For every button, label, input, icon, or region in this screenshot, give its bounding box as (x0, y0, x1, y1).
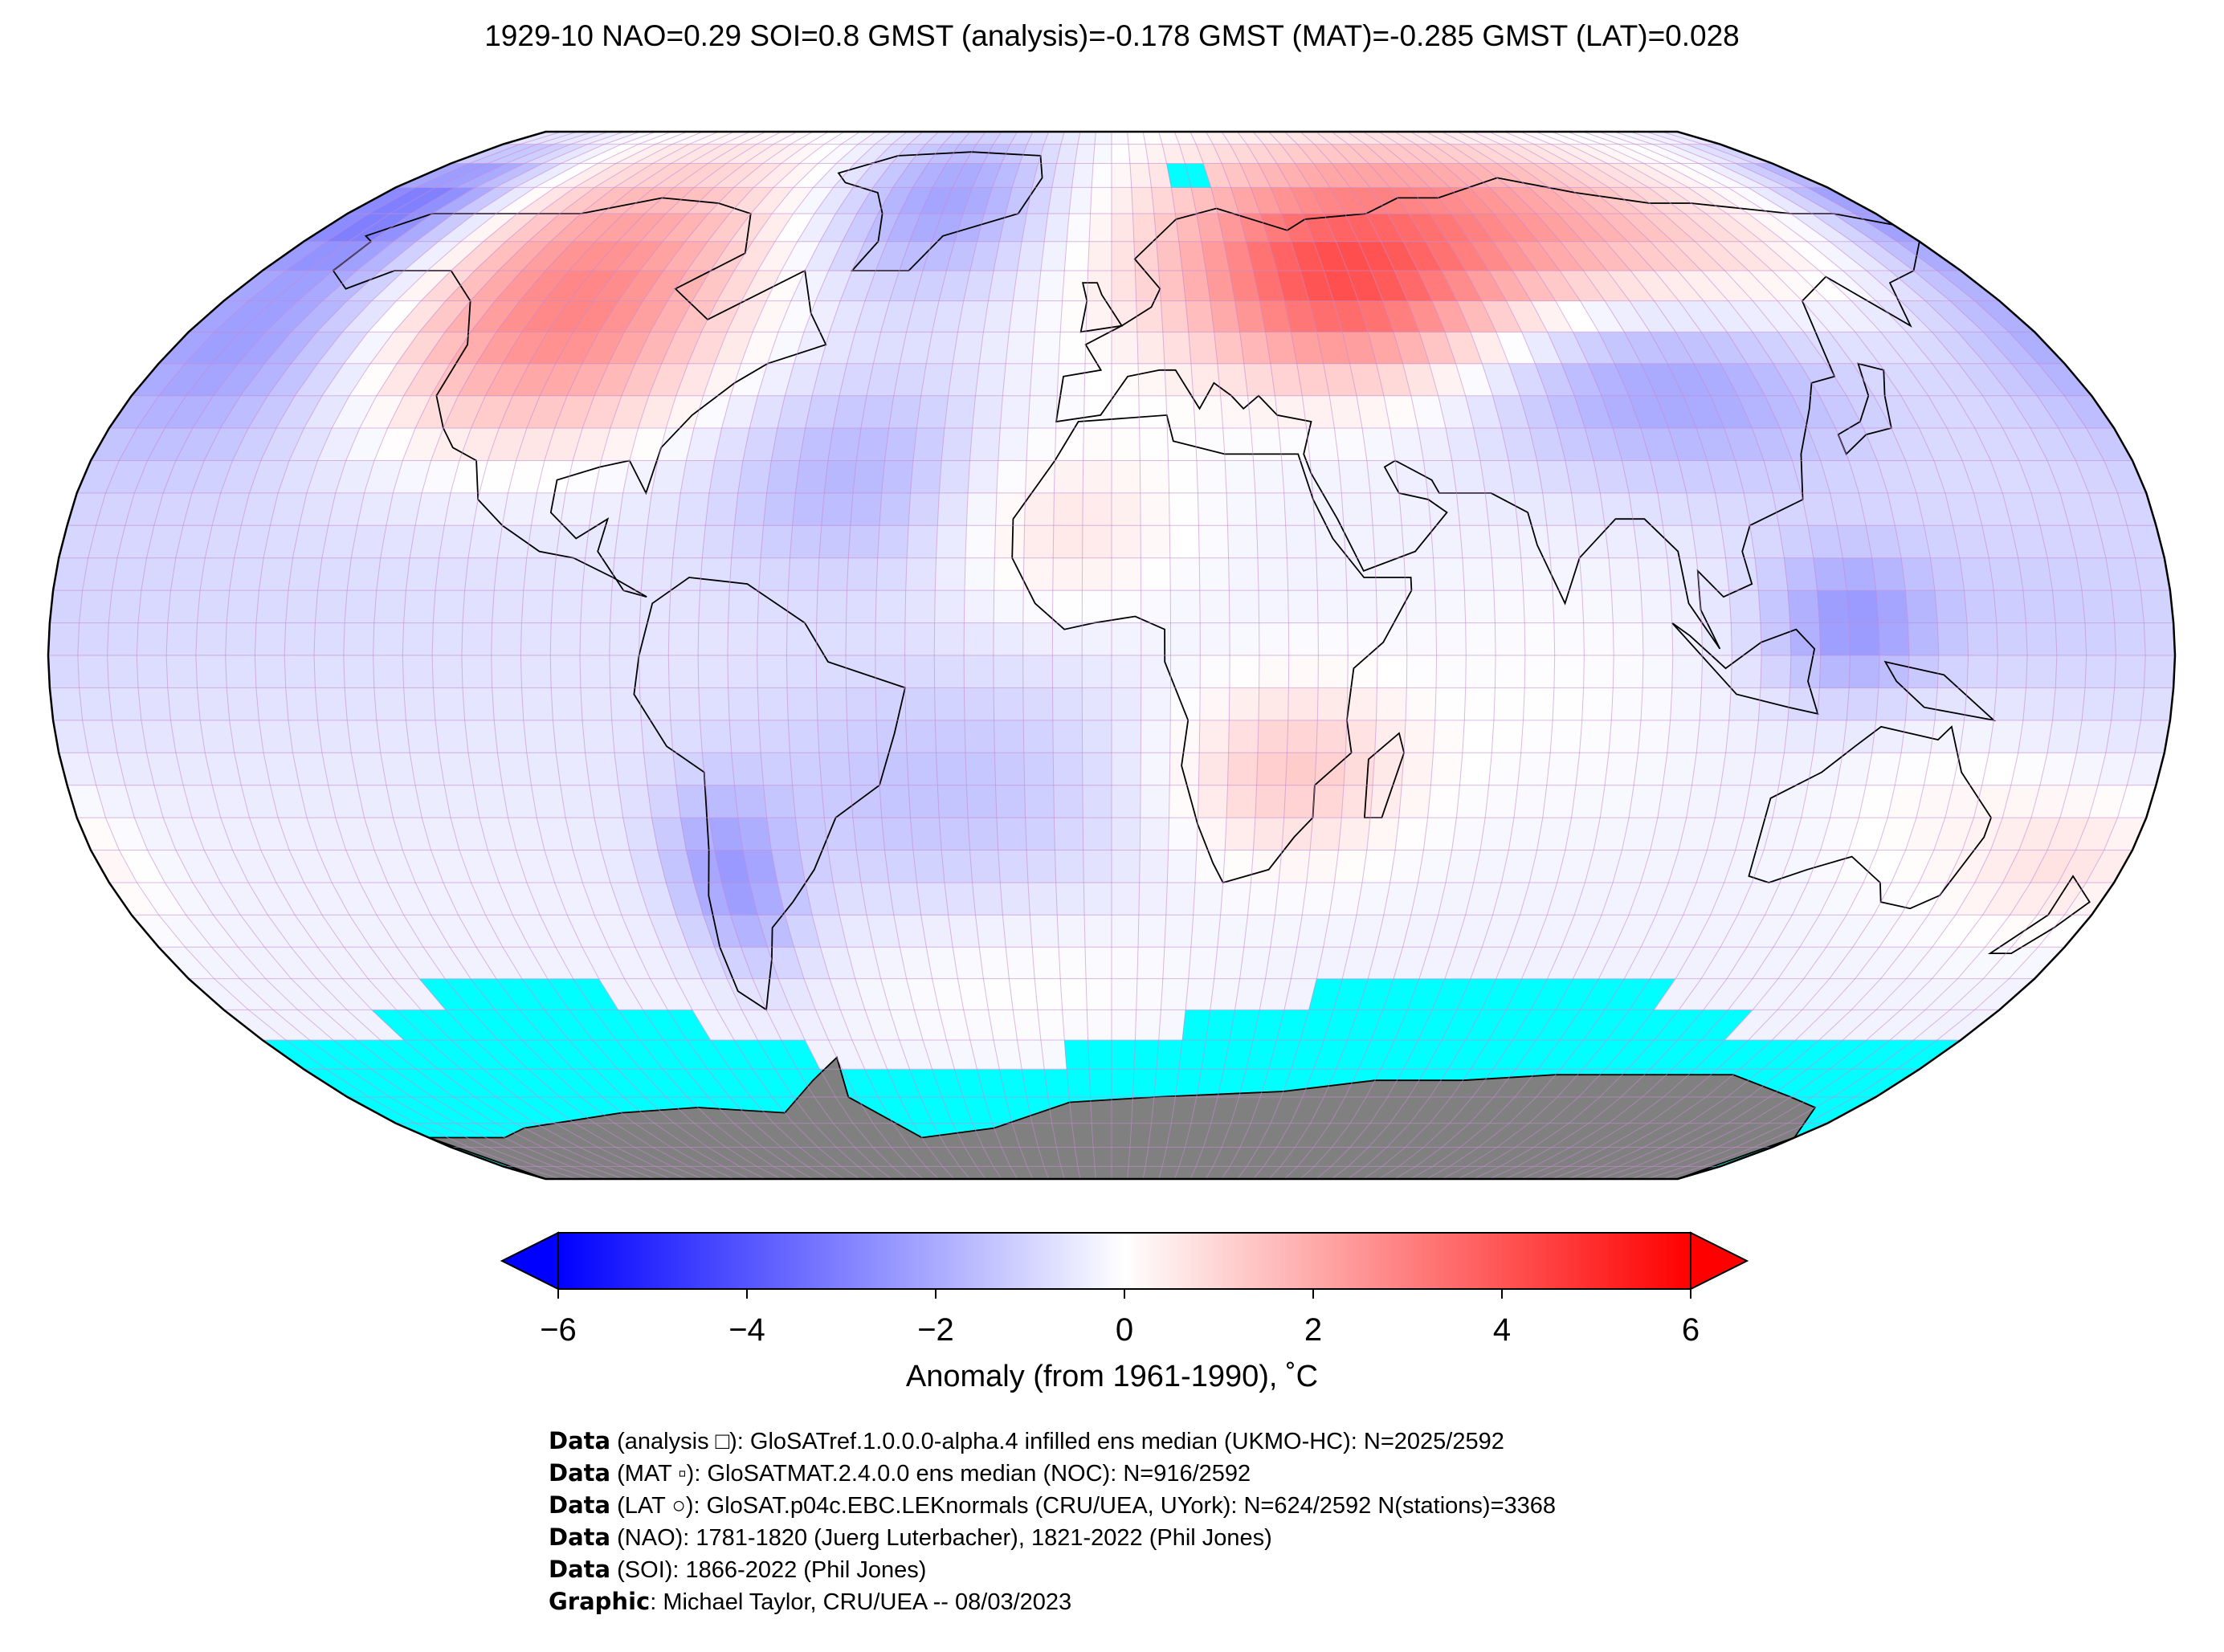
colorbar-tick-label: 6 (1681, 1312, 1700, 1348)
credit-line: Data (MAT ▫): GloSATMAT.2.4.0.0 ens medi… (549, 1458, 1556, 1490)
credit-line-key: Data (549, 1427, 611, 1454)
colorbar-tick-label: 4 (1492, 1312, 1512, 1348)
colorbar-tick-label: 2 (1304, 1312, 1323, 1348)
data-credits: Data (analysis □): GloSATref.1.0.0.0-alp… (549, 1426, 1556, 1618)
colorbar-tick-label: −2 (917, 1312, 954, 1348)
colorbar-ticks (557, 1289, 1691, 1299)
colorbar-tick-label: −4 (728, 1312, 765, 1348)
credit-line: Data (analysis □): GloSATref.1.0.0.0-alp… (549, 1426, 1556, 1458)
credit-line-text: (NAO): 1781-1820 (Juerg Luterbacher), 18… (610, 1525, 1272, 1551)
credit-line-text: (MAT ▫): GloSATMAT.2.4.0.0 ens median (N… (610, 1461, 1251, 1487)
credit-line: Graphic: Michael Taylor, CRU/UEA -- 08/0… (549, 1586, 1556, 1618)
credit-line: Data (LAT ○): GloSAT.p04c.EBC.LEKnormals… (549, 1490, 1556, 1522)
credit-line-key: Data (549, 1556, 611, 1583)
colorbar-label: Anomaly (from 1961-1990), ˚C (905, 1360, 1319, 1393)
credit-line-key: Data (549, 1459, 611, 1487)
colorbar-tick-label: 0 (1115, 1312, 1134, 1348)
credit-line-key: Data (549, 1524, 611, 1551)
credit-line: Data (NAO): 1781-1820 (Juerg Luterbacher… (549, 1522, 1556, 1554)
colorbar-tick-label: −6 (540, 1312, 577, 1348)
credit-line-key: Data (549, 1491, 611, 1519)
credit-line-text: (SOI): 1866-2022 (Phil Jones) (610, 1557, 927, 1583)
world-map (47, 130, 2177, 1181)
colorbar-extend-min (500, 1231, 559, 1291)
credit-line-text: (LAT ○): GloSAT.p04c.EBC.LEKnormals (CRU… (610, 1493, 1557, 1519)
credit-line-text: (analysis □): GloSATref.1.0.0.0-alpha.4 … (610, 1429, 1504, 1454)
colorbar-gradient (557, 1232, 1691, 1290)
colorbar-extend-max (1690, 1231, 1749, 1291)
credit-line-text: : Michael Taylor, CRU/UEA -- 08/03/2023 (650, 1589, 1072, 1615)
credit-line-key: Graphic (549, 1588, 651, 1615)
colorbar (500, 1231, 1749, 1299)
figure-title: 1929-10 NAO=0.29 SOI=0.8 GMST (analysis)… (484, 19, 1740, 52)
credit-line: Data (SOI): 1866-2022 (Phil Jones) (549, 1554, 1556, 1586)
